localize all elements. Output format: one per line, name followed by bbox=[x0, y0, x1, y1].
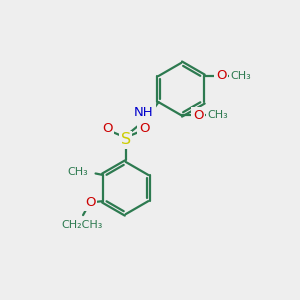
Text: CH₂CH₃: CH₂CH₃ bbox=[61, 220, 102, 230]
Text: O: O bbox=[193, 109, 204, 122]
Text: O: O bbox=[102, 122, 112, 135]
Text: CH₃: CH₃ bbox=[230, 71, 251, 81]
Text: O: O bbox=[85, 196, 96, 209]
Text: CH₃: CH₃ bbox=[207, 110, 228, 120]
Text: O: O bbox=[216, 70, 226, 83]
Text: S: S bbox=[121, 132, 131, 147]
Text: CH₃: CH₃ bbox=[68, 167, 88, 177]
Text: NH: NH bbox=[134, 106, 154, 119]
Text: O: O bbox=[139, 122, 149, 135]
